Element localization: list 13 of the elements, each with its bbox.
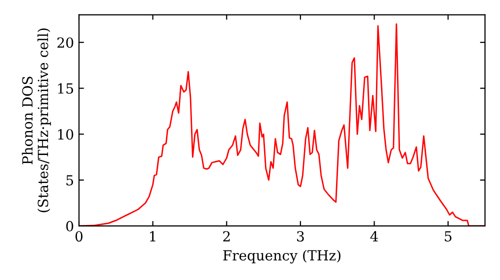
x-tick-label: 2 [223,231,230,242]
x-tick-label: 4 [370,231,378,242]
x-tick-label: 0 [75,231,82,242]
y-axis-title: Phonon DOS (States/THz·primitive cell) [22,28,51,212]
x-axis-title: Frequency (THz) [223,250,340,264]
y-tick-label: 20 [57,37,74,48]
x-tick-label: 5 [444,231,452,242]
x-tick-label: 3 [297,231,304,242]
y-tick-label: 10 [58,129,74,140]
y-tick-label: 5 [66,175,74,186]
y-tick-label: 15 [58,83,74,94]
y-tick-label: 0 [66,220,74,232]
x-tick-label: 1 [150,231,156,242]
